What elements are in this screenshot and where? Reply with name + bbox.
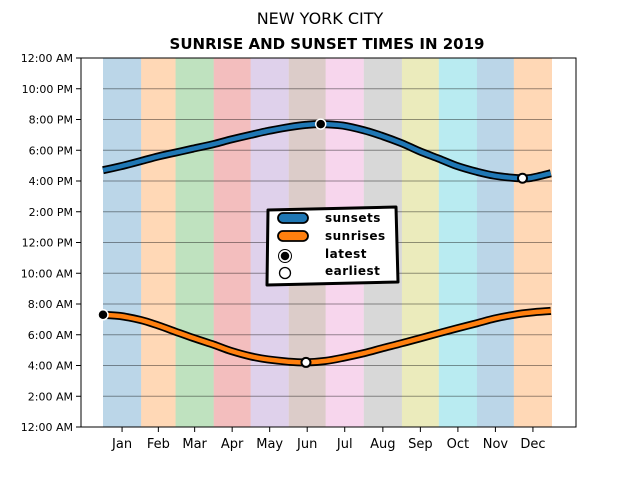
earliest-sunsets-marker: [516, 172, 528, 184]
y-axis: 12:00 AM 2:00 AM 4:00 AM 6:00 AM 8:00 AM 10:0…: [21, 52, 81, 434]
sunsets-line: [102, 121, 552, 181]
y-tick-label: 2:00 AM: [28, 390, 73, 403]
month-band-mar: [175, 58, 214, 427]
month-band-apr: [213, 58, 251, 427]
legend-swatch-sunsets: [277, 212, 309, 224]
legend: sunsets sunrises latest earliest: [265, 205, 400, 287]
x-tick-label: Jan: [111, 437, 132, 452]
legend-label-latest: latest: [325, 247, 367, 261]
y-tick-label: 12:00 AM: [21, 421, 73, 434]
legend-swatch-latest: [279, 250, 291, 262]
x-tick-label: Sep: [408, 437, 433, 452]
month-band-feb: [141, 58, 176, 427]
x-tick-label: Apr: [221, 437, 244, 452]
x-tick-label: Feb: [147, 437, 170, 452]
legend-swatch-sunrises: [277, 230, 309, 242]
month-band-sep: [401, 58, 439, 427]
legend-box: [265, 205, 400, 287]
y-tick-label: 12:00 PM: [22, 237, 73, 250]
chart-title: SUNRISE AND SUNSET TIMES IN 2019: [170, 35, 485, 53]
earliest-sunrises-marker: [300, 356, 312, 368]
y-tick-label: 4:00 AM: [28, 360, 73, 373]
y-tick-label: 8:00 AM: [28, 298, 73, 311]
chart-suptitle: NEW YORK CITY: [257, 9, 384, 28]
y-tick-label: 6:00 AM: [28, 329, 73, 342]
month-band-dec: [513, 58, 552, 427]
y-tick-label: 10:00 PM: [22, 83, 73, 96]
y-tick-label: 4:00 PM: [29, 175, 73, 188]
y-tick-label: 10:00 AM: [21, 267, 73, 280]
x-tick-label: Dec: [520, 437, 545, 452]
month-band-nov: [476, 58, 514, 427]
month-band-jan: [103, 58, 142, 427]
y-tick-label: 12:00 AM: [21, 52, 73, 65]
x-tick-label: Oct: [447, 437, 469, 452]
legend-label-earliest: earliest: [325, 264, 380, 278]
x-axis: Jan Feb Mar Apr May Jun Jul Aug Sep Oct Nov Dec: [111, 427, 546, 452]
y-tick-label: 2:00 PM: [29, 206, 73, 219]
legend-swatch-ring: [278, 249, 292, 263]
latest-sunsets-marker: [314, 118, 327, 130]
legend-label-sunsets: sunsets: [325, 211, 381, 225]
x-tick-label: Jul: [336, 437, 353, 452]
legend-swatch-earliest: [278, 266, 292, 280]
x-tick-label: Nov: [483, 437, 509, 452]
x-tick-label: Mar: [182, 437, 207, 452]
latest-sunrises-marker: [97, 309, 109, 321]
x-tick-label: May: [256, 437, 283, 452]
extreme-markers: [97, 118, 528, 368]
y-tick-label: 8:00 PM: [29, 114, 73, 127]
sunrises-line: [102, 308, 552, 365]
x-tick-label: Jun: [296, 437, 317, 452]
curves: [102, 120, 552, 367]
month-band-oct: [438, 58, 477, 427]
legend-label-sunrises: sunrises: [325, 229, 386, 243]
y-tick-label: 6:00 PM: [29, 144, 73, 157]
x-tick-label: Aug: [370, 437, 395, 452]
